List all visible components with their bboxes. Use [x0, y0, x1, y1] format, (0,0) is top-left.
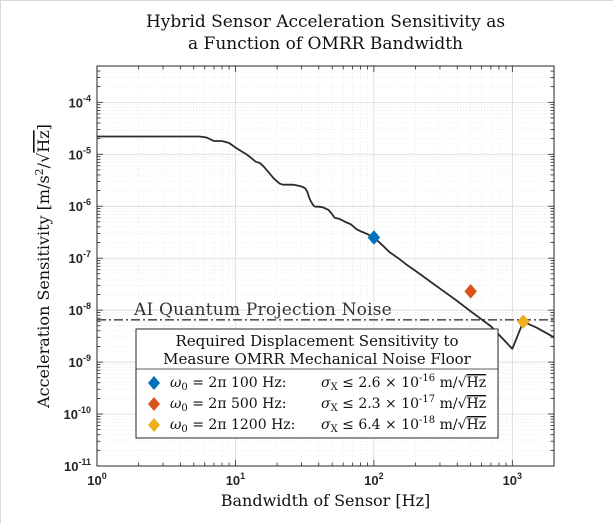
- legend-marker: [148, 376, 160, 390]
- reference-line-label: AI Quantum Projection Noise: [133, 300, 392, 320]
- legend-marker: [148, 418, 160, 432]
- y-axis-label: Acceleration Sensitivity [m/s2/√Hz]: [33, 124, 53, 409]
- x-axis-label: Bandwidth of Sensor [Hz]: [221, 491, 431, 510]
- y-tick-label: 10-11: [64, 457, 91, 474]
- ticks-group: [96, 65, 555, 467]
- legend-marker: [148, 397, 160, 411]
- data-marker: [367, 230, 381, 245]
- x-tick-label: 100: [87, 471, 106, 488]
- y-tick-label: 10-8: [69, 301, 91, 318]
- y-tick-label: 10-5: [69, 145, 91, 162]
- y-tick-label: 10-7: [69, 249, 91, 266]
- x-tick-label: 102: [364, 471, 383, 488]
- x-tick-label: 101: [226, 471, 245, 488]
- legend-title-line1: Required Displacement Sensitivity to: [175, 332, 458, 350]
- legend-entry-text: ω0 = 2π 100 Hz: σX ≤ 2.6 × 10-16 m/√Hz: [170, 373, 486, 393]
- legend-title-line2: Measure OMRR Mechanical Noise Floor: [163, 350, 472, 368]
- x-tick-label: 103: [503, 471, 522, 488]
- y-tick-label: 10-9: [69, 353, 91, 370]
- y-tick-label: 10-10: [64, 405, 91, 422]
- legend: Required Displacement Sensitivity toMeas…: [135, 328, 499, 439]
- markers-group: [367, 230, 530, 330]
- y-tick-label: 10-4: [69, 93, 91, 110]
- reference-line-group: AI Quantum Projection Noise: [97, 300, 554, 321]
- y-tick-label: 10-6: [69, 197, 91, 214]
- data-marker: [516, 314, 530, 330]
- labels-group: 100 101 102 103 10-11 10-10 10-9 10-8 10-7 10-6 10…: [33, 12, 522, 510]
- series-line: [97, 135, 555, 350]
- chart-title-line2: a Function of OMRR Bandwidth: [188, 34, 463, 54]
- series-group: [97, 135, 555, 350]
- legend-entry-text: ω0 = 2π 500 Hz: σX ≤ 2.3 × 10-17 m/√Hz: [170, 394, 486, 414]
- legend-box: [135, 328, 499, 439]
- data-marker: [464, 283, 477, 299]
- chart-title-line1: Hybrid Sensor Acceleration Sensitivity a…: [146, 12, 505, 32]
- legend-entry-text: ω0 = 2π 1200 Hz: σX ≤ 6.4 × 10-18 m/√Hz: [170, 415, 486, 435]
